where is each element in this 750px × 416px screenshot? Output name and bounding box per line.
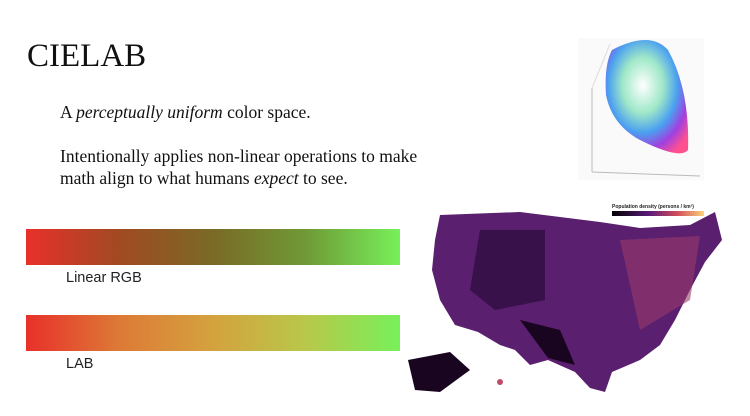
text-run: to see. [299, 168, 348, 188]
paragraph: math align to what humans expect to see. [60, 168, 348, 188]
color-solid-image [578, 38, 704, 180]
text-run: math align to what humans [60, 168, 254, 188]
legend-title: Population density (persons / km²) [612, 204, 694, 210]
population-map-image: Population density (persons / km²) [408, 204, 722, 392]
text-run: A [60, 102, 76, 122]
paragraph: Intentionally applies non-linear operati… [60, 146, 417, 166]
text-run: Intentionally applies non-linear operati… [60, 146, 417, 166]
gradient-bar [26, 229, 400, 265]
text-run: expect [254, 168, 300, 188]
gradient-bar [26, 315, 400, 351]
slide-title: CIELAB [27, 38, 146, 74]
text-run: color space. [223, 102, 311, 122]
gradient-label: Linear RGB [66, 270, 142, 286]
gradient-label: LAB [66, 356, 93, 372]
paragraph: A perceptually uniform color space. [60, 102, 311, 122]
text-run: perceptually uniform [74, 102, 223, 122]
